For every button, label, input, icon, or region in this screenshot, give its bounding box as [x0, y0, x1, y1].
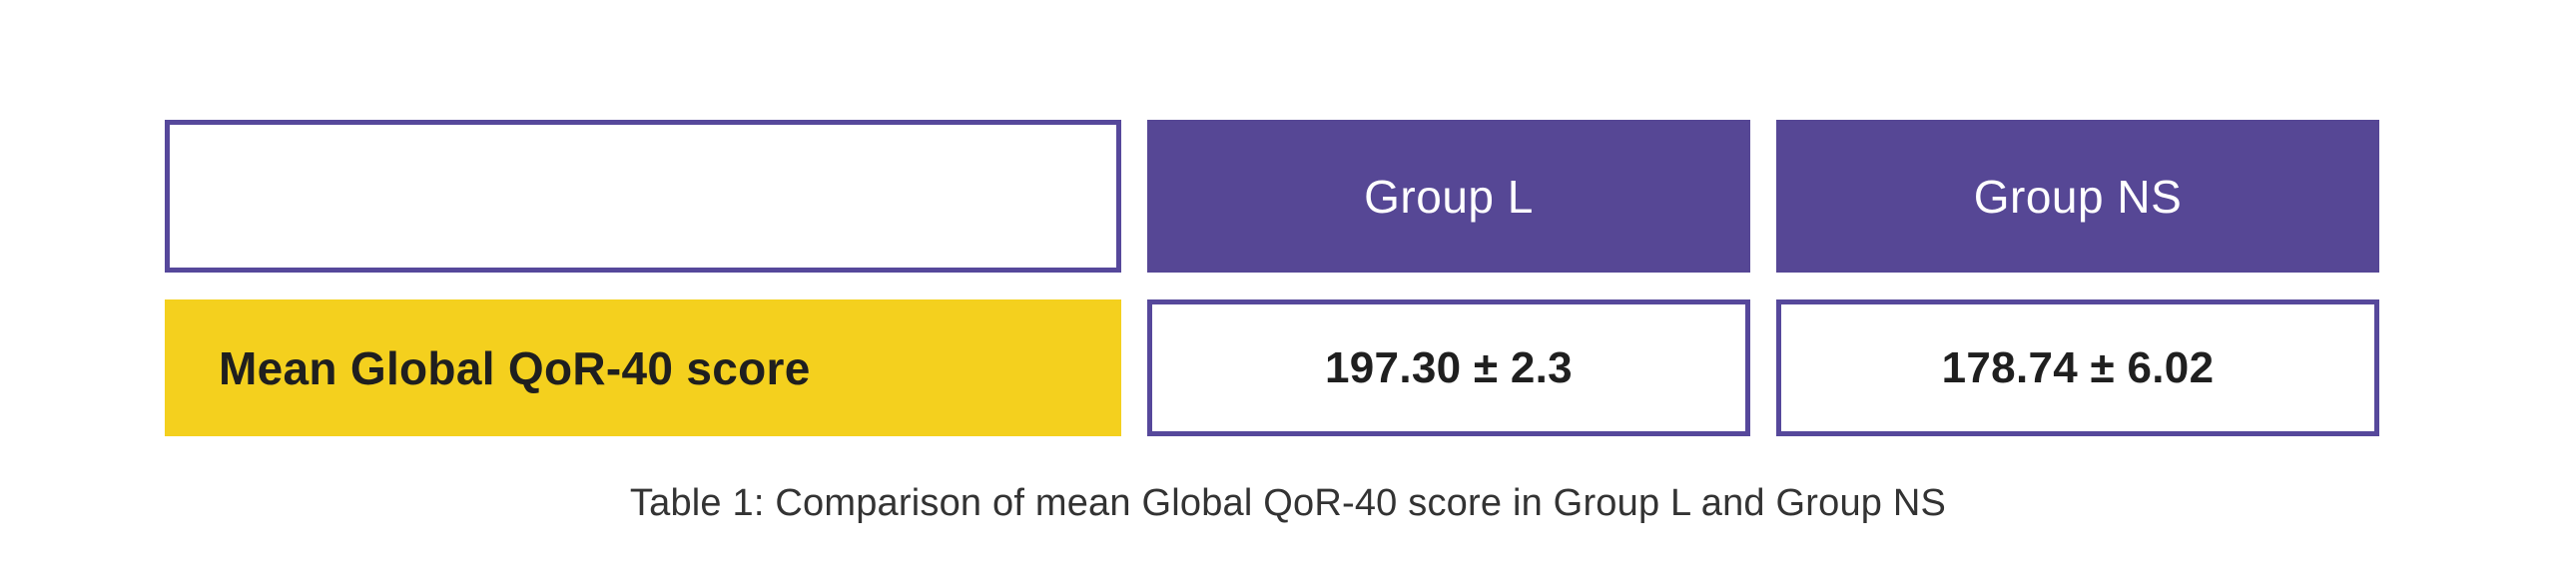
- header-group-l-cell: Group L: [1147, 120, 1750, 273]
- comparison-table: Group L Group NS Mean Global QoR-40 scor…: [165, 120, 2379, 436]
- row-label-cell: Mean Global QoR-40 score: [165, 299, 1121, 436]
- table-caption: Table 1: Comparison of mean Global QoR-4…: [629, 482, 1947, 524]
- header-blank-cell: [165, 120, 1121, 273]
- value-group-l-cell: 197.30 ± 2.3: [1147, 299, 1750, 436]
- header-group-ns-cell: Group NS: [1776, 120, 2379, 273]
- value-group-ns-cell: 178.74 ± 6.02: [1776, 299, 2379, 436]
